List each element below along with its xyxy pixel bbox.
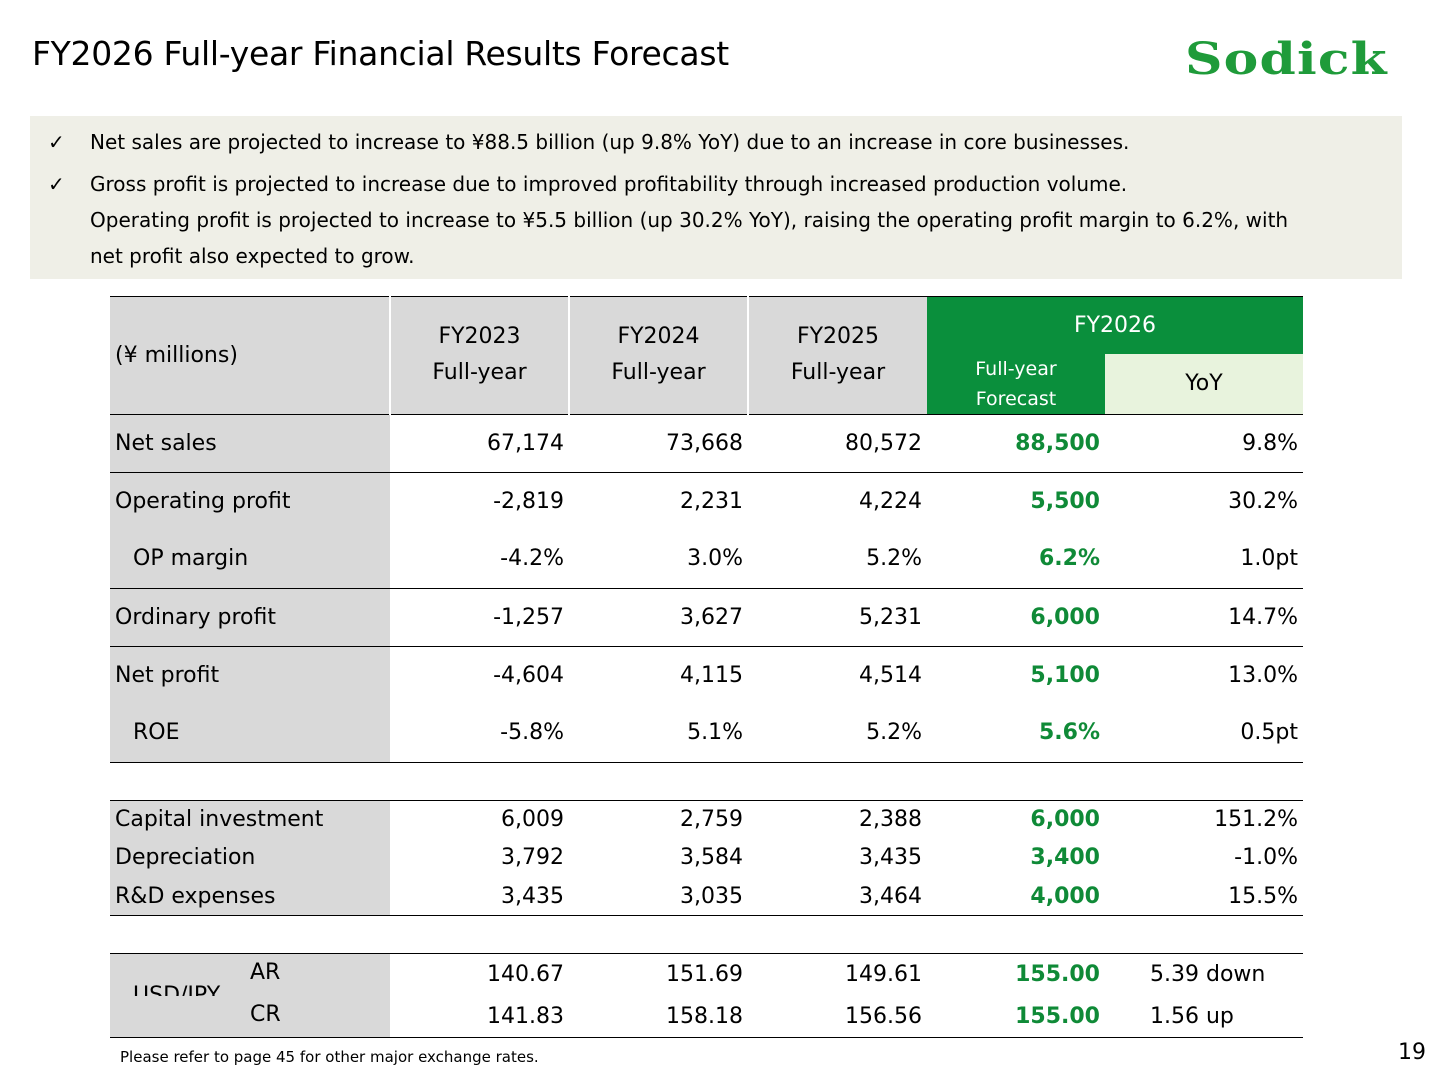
value-cell: 4,224 <box>859 488 922 514</box>
forecast-table: (¥ millions) FY2023 Full-year FY2024 Full-… <box>110 296 1303 1038</box>
yoy-value: -1.0% <box>1234 845 1298 871</box>
value-cell: 3,464 <box>748 877 927 916</box>
value-cell: 158.18 <box>569 995 748 1038</box>
yoy-value: 14.7% <box>1105 588 1303 647</box>
row-label: Capital investment <box>110 799 390 839</box>
yoy-value: 1.0pt <box>1105 530 1303 589</box>
table-row: Depreciation 3,792 3,584 3,435 3,400 -1.0% <box>110 838 1303 877</box>
summary-box: ✓ Net sales are projected to increase to… <box>30 116 1402 279</box>
value-cell: 67,174 <box>390 414 569 473</box>
value-cell: -5.8% <box>390 704 569 763</box>
value-cell: 4,115 <box>680 662 743 688</box>
forecast-value: 5,500 <box>1030 488 1100 514</box>
header-fy2025: FY2025 Full-year <box>747 296 927 415</box>
value-cell: 2,388 <box>748 799 927 839</box>
table-row: Operating profit -2,819 2,231 4,224 5,500 30.… <box>110 472 1303 530</box>
value-cell: 4,514 <box>859 662 922 688</box>
row-label: Operating profit <box>110 472 390 530</box>
forecast-value: 6,000 <box>927 588 1105 647</box>
fx-row-label: ARUSD/JPY <box>110 953 390 1008</box>
value-cell: 3.0% <box>569 530 748 589</box>
value-cell: 5.1% <box>569 704 748 763</box>
value-cell: 6,009 <box>390 799 569 839</box>
yoy-value: 1.56 up <box>1105 995 1303 1038</box>
yoy-value: 0.5pt <box>1105 704 1303 763</box>
value-cell: 73,668 <box>569 414 748 473</box>
yoy-value: 9.8% <box>1105 414 1303 473</box>
table-row: R&D expenses 3,435 3,035 3,464 4,000 15.5% <box>110 877 1303 916</box>
forecast-value: 5.6% <box>927 704 1105 763</box>
value-cell: 3,792 <box>501 845 564 871</box>
row-label: Ordinary profit <box>110 588 390 647</box>
value-cell: 5,231 <box>748 588 927 647</box>
row-label: Net profit <box>110 646 390 704</box>
row-label: ROE <box>110 704 390 763</box>
value-cell: 2,231 <box>680 488 743 514</box>
value-cell: 3,435 <box>859 845 922 871</box>
header-fy2023: FY2023 Full-year <box>389 296 569 415</box>
forecast-value: 155.00 <box>927 995 1105 1038</box>
row-label: R&D expenses <box>110 877 390 916</box>
forecast-value: 6.2% <box>927 530 1105 589</box>
value-cell: -4,604 <box>493 662 564 688</box>
forecast-value: 88,500 <box>927 414 1105 473</box>
table-row: Net sales 67,174 73,668 80,572 88,500 9.8% <box>110 414 1303 473</box>
value-cell: 141.83 <box>390 995 569 1038</box>
yoy-value: 15.5% <box>1105 877 1303 916</box>
yoy-value: 13.0% <box>1228 662 1298 688</box>
header-fy2024: FY2024 Full-year <box>568 296 748 415</box>
value-cell: 2,759 <box>569 799 748 839</box>
forecast-value: 155.00 <box>927 953 1105 996</box>
header-yoy: YoY <box>1105 353 1303 415</box>
value-cell: -1,257 <box>390 588 569 647</box>
yoy-value: 5.39 down <box>1105 953 1303 996</box>
table-row: Capital investment 6,009 2,759 2,388 6,000 15… <box>110 799 1303 839</box>
value-cell: 151.69 <box>569 953 748 996</box>
page-number: 19 <box>1398 1040 1426 1065</box>
summary-bullet-1: Net sales are projected to increase to ¥… <box>90 130 1130 154</box>
yoy-value: 151.2% <box>1105 799 1303 839</box>
table-row: ROE -5.8% 5.1% 5.2% 5.6% 0.5pt <box>110 704 1303 763</box>
summary-bullet-2: Gross profit is projected to increase du… <box>90 172 1289 268</box>
fx-row-label: CR <box>110 995 390 1038</box>
header-fy2026: FY2026 <box>927 296 1303 354</box>
check-icon: ✓ <box>48 172 65 196</box>
unit-label: (¥ millions) <box>110 296 390 415</box>
table-row: CR 141.83 158.18 156.56 155.00 1.56 up <box>110 995 1303 1038</box>
row-label: Depreciation <box>110 838 390 877</box>
company-logo: Sodick <box>1185 34 1388 85</box>
page-title: FY2026 Full-year Financial Results Forec… <box>32 34 729 73</box>
value-cell: 156.56 <box>748 995 927 1038</box>
row-label: Net sales <box>110 414 390 473</box>
value-cell: 3,584 <box>680 845 743 871</box>
value-cell: 149.61 <box>748 953 927 996</box>
yoy-value: 30.2% <box>1228 488 1298 514</box>
value-cell: 3,627 <box>569 588 748 647</box>
value-cell: 5.2% <box>748 704 927 763</box>
fx-sub-label: AR <box>250 960 281 985</box>
fx-sub-label: CR <box>250 1001 281 1027</box>
table-row: OP margin -4.2% 3.0% 5.2% 6.2% 1.0pt <box>110 530 1303 589</box>
footnote: Please refer to page 45 for other major … <box>120 1048 539 1066</box>
value-cell: 80,572 <box>748 414 927 473</box>
forecast-value: 3,400 <box>1030 845 1100 871</box>
value-cell: 140.67 <box>390 953 569 996</box>
value-cell: 3,035 <box>569 877 748 916</box>
value-cell: 3,435 <box>390 877 569 916</box>
forecast-value: 6,000 <box>927 799 1105 839</box>
table-row: Ordinary profit -1,257 3,627 5,231 6,000 14.7… <box>110 588 1303 647</box>
value-cell: -4.2% <box>390 530 569 589</box>
header-forecast: Full-year Forecast <box>927 353 1105 415</box>
forecast-value: 4,000 <box>927 877 1105 916</box>
table-row: Net profit -4,604 4,115 4,514 5,100 13.0% <box>110 646 1303 704</box>
forecast-value: 5,100 <box>1030 662 1100 688</box>
check-icon: ✓ <box>48 130 65 154</box>
row-label: OP margin <box>110 530 390 589</box>
value-cell: 5.2% <box>748 530 927 589</box>
value-cell: -2,819 <box>493 488 564 514</box>
